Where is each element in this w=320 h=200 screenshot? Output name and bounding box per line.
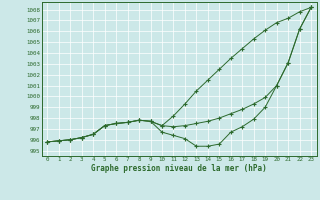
X-axis label: Graphe pression niveau de la mer (hPa): Graphe pression niveau de la mer (hPa) — [91, 164, 267, 173]
